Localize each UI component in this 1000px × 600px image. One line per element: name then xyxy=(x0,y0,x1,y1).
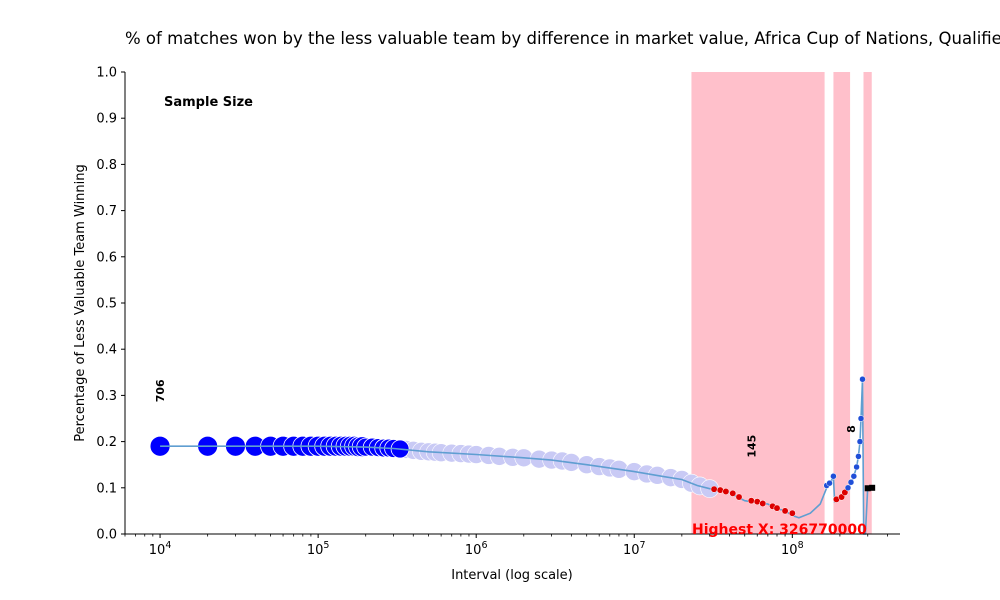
small-blue-point xyxy=(826,479,833,487)
red-point xyxy=(735,493,743,501)
small-blue-point xyxy=(844,484,852,492)
red-points xyxy=(710,485,849,517)
y-tick-label: 0.0 xyxy=(96,528,117,543)
red-point xyxy=(788,509,796,517)
small-blue-point xyxy=(855,453,862,460)
small-blue-points xyxy=(823,375,866,492)
small-blue-point xyxy=(856,438,864,445)
sample-size-annotation: 706 xyxy=(154,379,167,402)
y-tick-label: 0.4 xyxy=(96,343,117,358)
y-tick-label: 0.3 xyxy=(96,389,117,404)
highest-x-label: Highest X: 326770000 xyxy=(692,522,867,538)
shaded-region xyxy=(691,72,825,534)
red-point xyxy=(781,507,789,515)
small-blue-point xyxy=(847,479,855,486)
small-blue-point xyxy=(859,375,866,383)
red-point xyxy=(722,488,730,495)
black-point xyxy=(864,485,871,492)
y-tick-label: 0.8 xyxy=(96,158,117,173)
sample-size-annotation: 8 xyxy=(845,425,858,433)
y-tick-label: 1.0 xyxy=(96,66,117,81)
y-tick-label: 0.5 xyxy=(96,297,117,312)
red-point xyxy=(716,486,724,494)
x-axis-label: Interval (log scale) xyxy=(451,568,573,583)
red-point xyxy=(710,485,718,493)
y-tick-label: 0.2 xyxy=(96,435,117,450)
sample-size-annotation: 145 xyxy=(745,435,758,458)
red-point xyxy=(747,497,755,505)
red-point xyxy=(729,489,737,497)
chart-title: % of matches won by the less valuable te… xyxy=(125,29,1000,48)
y-tick-label: 0.6 xyxy=(96,250,117,265)
annotations: 706 145 8 xyxy=(154,379,858,458)
shaded-region xyxy=(863,72,872,534)
y-axis-label: Percentage of Less Valuable Team Winning xyxy=(73,164,88,442)
small-blue-point xyxy=(853,463,860,471)
red-point xyxy=(838,493,846,501)
red-point xyxy=(841,488,849,496)
sample-size-label: Sample Size xyxy=(164,95,253,110)
small-blue-point xyxy=(830,473,837,480)
red-point xyxy=(773,504,781,512)
black-point xyxy=(869,484,876,491)
small-blue-point xyxy=(850,473,858,480)
y-tick-label: 0.1 xyxy=(96,481,117,496)
shaded-region xyxy=(833,72,851,534)
red-point xyxy=(759,500,767,507)
y-tick-label: 0.7 xyxy=(96,204,117,219)
y-tick-label: 0.9 xyxy=(96,112,117,127)
shaded-regions xyxy=(691,72,872,534)
small-blue-point xyxy=(857,415,865,422)
black-points xyxy=(864,484,876,492)
